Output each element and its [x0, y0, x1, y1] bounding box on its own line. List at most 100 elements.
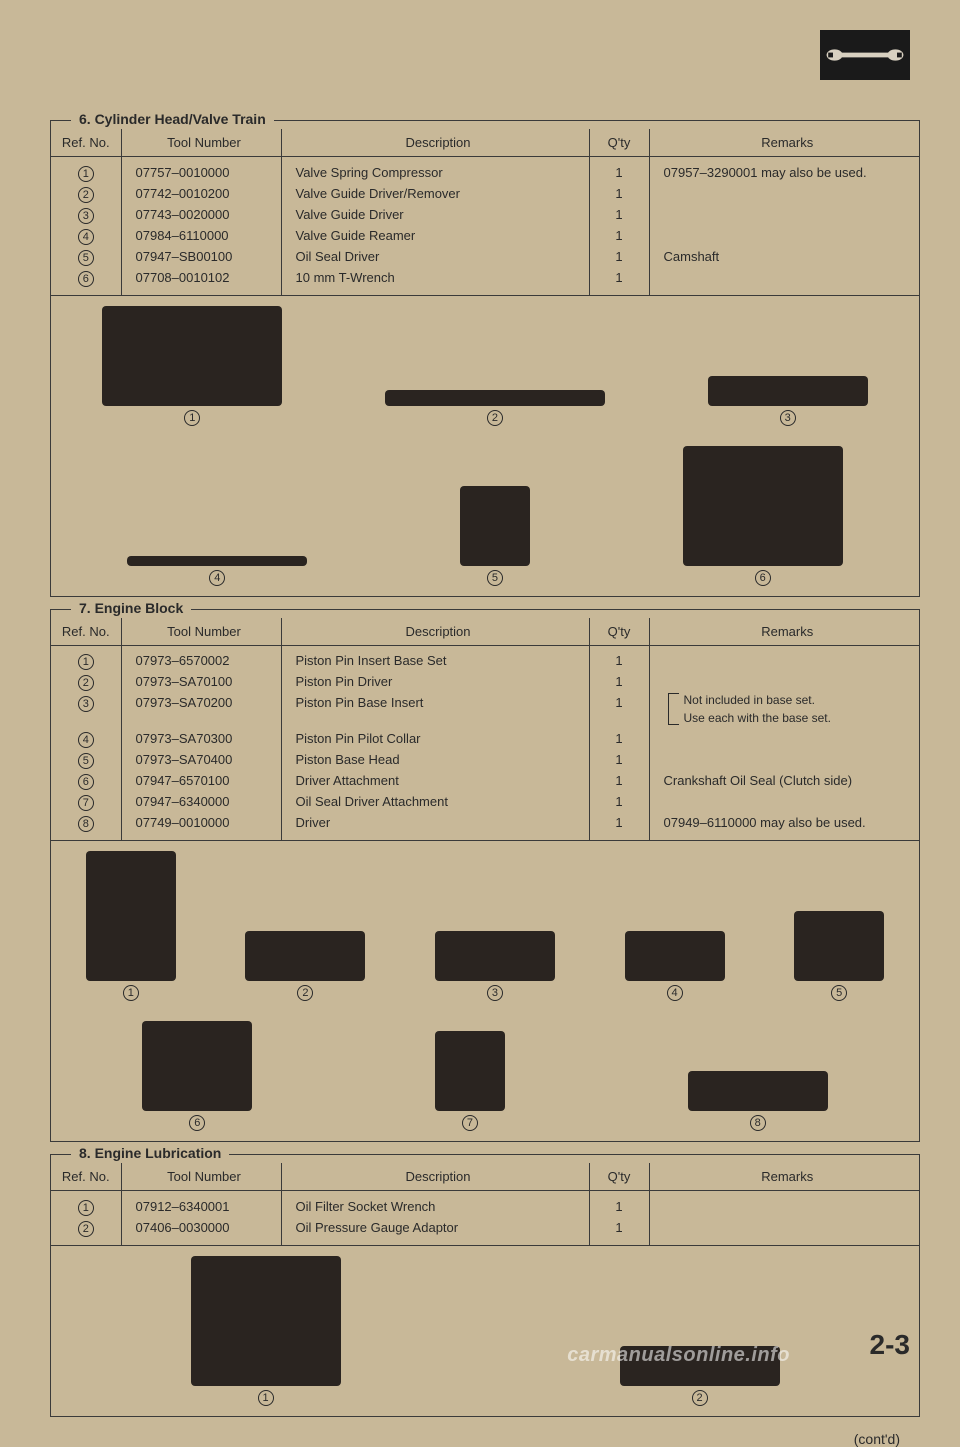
tool-number: 07912–6340001: [121, 1197, 281, 1218]
ref-circle: 4: [78, 732, 94, 748]
tool-qty: 1: [589, 693, 649, 729]
tool-remarks: 07957–3290001 may also be used.: [649, 163, 919, 184]
tool-image-label: 1: [184, 410, 200, 426]
tool-number: 07973–SA70300: [121, 729, 281, 750]
table-row: 6 07708–0010102 10 mm T-Wrench 1: [51, 268, 919, 289]
tool-remarks: [649, 1218, 919, 1239]
tool-image: 5: [794, 911, 884, 1001]
header-ref: Ref. No.: [51, 1163, 121, 1191]
header-qty: Q'ty: [589, 618, 649, 646]
table-row: 4 07973–SA70300 Piston Pin Pilot Collar …: [51, 729, 919, 750]
tool-remarks: [649, 205, 919, 226]
tool-image-label: 2: [692, 1390, 708, 1406]
table-row: 3 07743–0020000 Valve Guide Driver 1: [51, 205, 919, 226]
tool-image: 6: [142, 1021, 252, 1131]
tool-description: Driver: [281, 813, 589, 834]
tool-silhouette: [708, 376, 868, 406]
tool-silhouette: [86, 851, 176, 981]
table-row: 8 07749–0010000 Driver 1 07949–6110000 m…: [51, 813, 919, 834]
tool-image-label: 5: [831, 985, 847, 1001]
table-row: 4 07984–6110000 Valve Guide Reamer 1: [51, 226, 919, 247]
header-desc: Description: [281, 1163, 589, 1191]
tool-remarks: 07949–6110000 may also be used.: [649, 813, 919, 834]
tool-description: Valve Guide Driver: [281, 205, 589, 226]
tools-table: Ref. No. Tool Number Description Q'ty Re…: [51, 129, 919, 295]
ref-circle: 2: [78, 675, 94, 691]
tool-qty: 1: [589, 184, 649, 205]
tool-remarks: [649, 729, 919, 750]
tool-image: 1: [191, 1256, 341, 1406]
tool-description: Piston Pin Driver: [281, 672, 589, 693]
tool-qty: 1: [589, 226, 649, 247]
ref-circle: 1: [78, 166, 94, 182]
tool-description: 10 mm T-Wrench: [281, 268, 589, 289]
tool-image: 1: [102, 306, 282, 426]
tool-number: 07973–SA70100: [121, 672, 281, 693]
tool-number: 07742–0010200: [121, 184, 281, 205]
bracket-note: Not included in base set. Use each with …: [664, 691, 912, 727]
tool-silhouette: [688, 1071, 828, 1111]
tool-remarks: [649, 750, 919, 771]
tool-description: Valve Guide Driver/Remover: [281, 184, 589, 205]
bracket-line: Not included in base set.: [684, 691, 912, 709]
tool-image: 2: [245, 931, 365, 1001]
ref-circle: 4: [78, 229, 94, 245]
section-cylinder-head: 6. Cylinder Head/Valve Train Ref. No. To…: [50, 120, 920, 597]
tool-silhouette: [794, 911, 884, 981]
header-desc: Description: [281, 618, 589, 646]
tool-description: Driver Attachment: [281, 771, 589, 792]
table-row: 3 07973–SA70200 Piston Pin Base Insert 1…: [51, 693, 919, 729]
tool-image-label: 4: [209, 570, 225, 586]
tool-image: 6: [683, 446, 843, 586]
tool-number: 07406–0030000: [121, 1218, 281, 1239]
tool-qty: 1: [589, 247, 649, 268]
tool-number: 07947–6570100: [121, 771, 281, 792]
section-engine-lubrication: 8. Engine Lubrication Ref. No. Tool Numb…: [50, 1154, 920, 1417]
tool-image-label: 1: [123, 985, 139, 1001]
tool-silhouette: [127, 556, 307, 566]
tool-remarks: [649, 184, 919, 205]
header-qty: Q'ty: [589, 1163, 649, 1191]
tool-silhouette: [435, 1031, 505, 1111]
ref-circle: 2: [78, 1221, 94, 1237]
header-desc: Description: [281, 129, 589, 157]
tool-image-label: 3: [487, 985, 503, 1001]
header-ref: Ref. No.: [51, 618, 121, 646]
tool-number: 07757–0010000: [121, 163, 281, 184]
tool-silhouette: [683, 446, 843, 566]
tools-table: Ref. No. Tool Number Description Q'ty Re…: [51, 1163, 919, 1245]
tool-silhouette: [385, 390, 605, 406]
tool-image-label: 2: [297, 985, 313, 1001]
tool-image-label: 4: [667, 985, 683, 1001]
tool-silhouette: [191, 1256, 341, 1386]
tool-image-label: 8: [750, 1115, 766, 1131]
wrench-icon: [820, 30, 910, 80]
tool-images: 1 2 3 4 5 6 7 8: [51, 840, 919, 1141]
tool-qty: 1: [589, 750, 649, 771]
tool-number: 07973–6570002: [121, 651, 281, 672]
tool-images: 1 2 3 4 5 6: [51, 295, 919, 596]
header-rem: Remarks: [649, 1163, 919, 1191]
tool-qty: 1: [589, 771, 649, 792]
watermark: carmanualsonline.info: [567, 1344, 790, 1367]
tool-qty: 1: [589, 1218, 649, 1239]
tool-remarks: [649, 268, 919, 289]
header-tool: Tool Number: [121, 129, 281, 157]
ref-circle: 3: [78, 696, 94, 712]
tool-silhouette: [625, 931, 725, 981]
tool-qty: 1: [589, 651, 649, 672]
tool-number: 07708–0010102: [121, 268, 281, 289]
tool-qty: 1: [589, 672, 649, 693]
table-row: 5 07947–SB00100 Oil Seal Driver 1 Camsha…: [51, 247, 919, 268]
tool-image-label: 5: [487, 570, 503, 586]
table-row: 1 07973–6570002 Piston Pin Insert Base S…: [51, 651, 919, 672]
tool-qty: 1: [589, 205, 649, 226]
tool-number: 07973–SA70400: [121, 750, 281, 771]
tool-image: 3: [708, 376, 868, 426]
tool-description: Oil Seal Driver: [281, 247, 589, 268]
ref-circle: 6: [78, 774, 94, 790]
tool-qty: 1: [589, 1197, 649, 1218]
section-title: 7. Engine Block: [71, 600, 191, 616]
table-row: 1 07912–6340001 Oil Filter Socket Wrench…: [51, 1197, 919, 1218]
tool-remarks: [649, 651, 919, 672]
